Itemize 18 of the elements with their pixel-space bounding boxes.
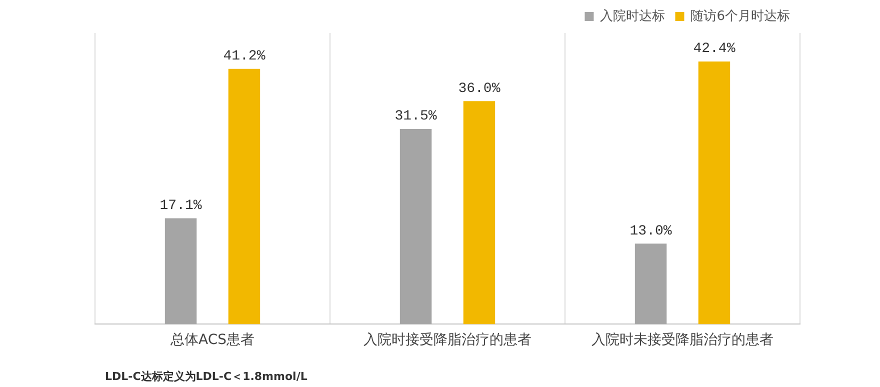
data-label: 42.4%	[693, 41, 736, 58]
data-label: 13.0%	[630, 223, 672, 240]
data-label: 41.2%	[223, 48, 266, 65]
legend-label: 入院时达标	[600, 8, 666, 24]
legend-label: 随访6个月时达标	[690, 8, 790, 24]
bar	[698, 62, 730, 324]
bar	[463, 101, 496, 324]
bar	[228, 68, 260, 324]
x-tick-label: 总体ACS患者	[170, 332, 254, 348]
data-label: 31.5%	[394, 108, 438, 125]
data-label: 17.1%	[160, 198, 202, 214]
bar	[164, 218, 197, 324]
bar	[400, 129, 432, 324]
data-label: 36.0%	[458, 80, 501, 97]
bar	[634, 244, 667, 324]
x-tick-label: 入院时接受降脂治疗的患者	[364, 332, 532, 348]
x-tick-label: 入院时未接受降脂治疗的患者	[592, 332, 774, 348]
text: LDL-C达标定义为LDL-C＜1.8mmol/L	[105, 370, 308, 383]
